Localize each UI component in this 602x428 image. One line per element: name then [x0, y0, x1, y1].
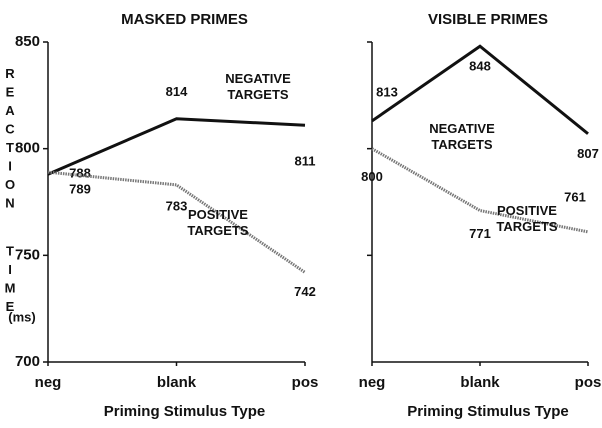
panel-title: VISIBLE PRIMES: [428, 11, 548, 28]
x-axis-label: Priming Stimulus Type: [104, 403, 265, 420]
data-label: 788: [69, 166, 91, 181]
x-tick-label: blank: [460, 374, 500, 391]
data-label: 742: [294, 284, 316, 299]
panel-title: MASKED PRIMES: [121, 11, 248, 28]
series-line: [47, 117, 306, 176]
data-label: 800: [361, 169, 383, 184]
series-line: [371, 44, 589, 135]
x-tick-label: neg: [359, 374, 386, 391]
data-label: 811: [295, 154, 316, 169]
data-label: 814: [166, 84, 188, 99]
data-label: 789: [69, 182, 91, 197]
y-tick-label: 750: [15, 246, 40, 263]
series-label: NEGATIVE TARGETS: [429, 121, 495, 152]
x-tick-label: pos: [575, 374, 602, 391]
series-line: [47, 170, 306, 274]
x-axis-label: Priming Stimulus Type: [407, 403, 568, 420]
y-tick-label: 850: [15, 33, 40, 50]
y-tick-label: 800: [15, 140, 40, 157]
data-label: 848: [469, 59, 491, 74]
series-label: NEGATIVE TARGETS: [225, 71, 291, 102]
data-label: 761: [564, 189, 586, 204]
data-label: 813: [376, 84, 398, 99]
data-label: 807: [577, 146, 599, 161]
y-tick-label: 700: [15, 353, 40, 370]
y-unit-label: (ms): [8, 309, 35, 324]
x-tick-label: neg: [35, 374, 62, 391]
data-label: 771: [469, 226, 491, 241]
series-label: POSITIVE TARGETS: [187, 207, 248, 238]
data-label: 783: [166, 198, 188, 213]
series-label: POSITIVE TARGETS: [496, 203, 557, 234]
series-line: [371, 147, 589, 234]
x-tick-label: blank: [157, 374, 197, 391]
x-tick-label: pos: [292, 374, 319, 391]
